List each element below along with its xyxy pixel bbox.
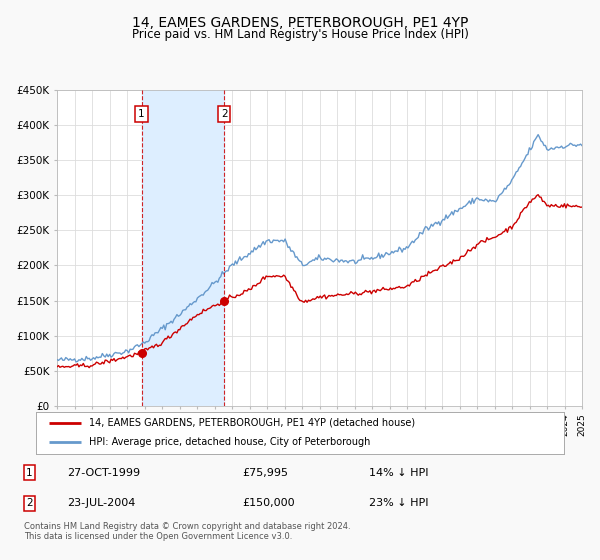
Text: 23% ↓ HPI: 23% ↓ HPI bbox=[369, 498, 428, 508]
Text: 1: 1 bbox=[26, 468, 32, 478]
Text: 2: 2 bbox=[221, 109, 227, 119]
Text: Price paid vs. HM Land Registry's House Price Index (HPI): Price paid vs. HM Land Registry's House … bbox=[131, 28, 469, 41]
Text: 23-JUL-2004: 23-JUL-2004 bbox=[67, 498, 135, 508]
Text: 1: 1 bbox=[138, 109, 145, 119]
Text: 14, EAMES GARDENS, PETERBOROUGH, PE1 4YP: 14, EAMES GARDENS, PETERBOROUGH, PE1 4YP bbox=[132, 16, 468, 30]
Text: Contains HM Land Registry data © Crown copyright and database right 2024.
This d: Contains HM Land Registry data © Crown c… bbox=[24, 522, 350, 542]
Text: 2: 2 bbox=[26, 498, 32, 508]
Text: 14% ↓ HPI: 14% ↓ HPI bbox=[369, 468, 428, 478]
Text: 14, EAMES GARDENS, PETERBOROUGH, PE1 4YP (detached house): 14, EAMES GARDENS, PETERBOROUGH, PE1 4YP… bbox=[89, 418, 415, 428]
Text: HPI: Average price, detached house, City of Peterborough: HPI: Average price, detached house, City… bbox=[89, 437, 370, 447]
Text: £150,000: £150,000 bbox=[242, 498, 295, 508]
Text: 27-OCT-1999: 27-OCT-1999 bbox=[67, 468, 140, 478]
Bar bbox=[142, 90, 224, 406]
Text: £75,995: £75,995 bbox=[242, 468, 289, 478]
